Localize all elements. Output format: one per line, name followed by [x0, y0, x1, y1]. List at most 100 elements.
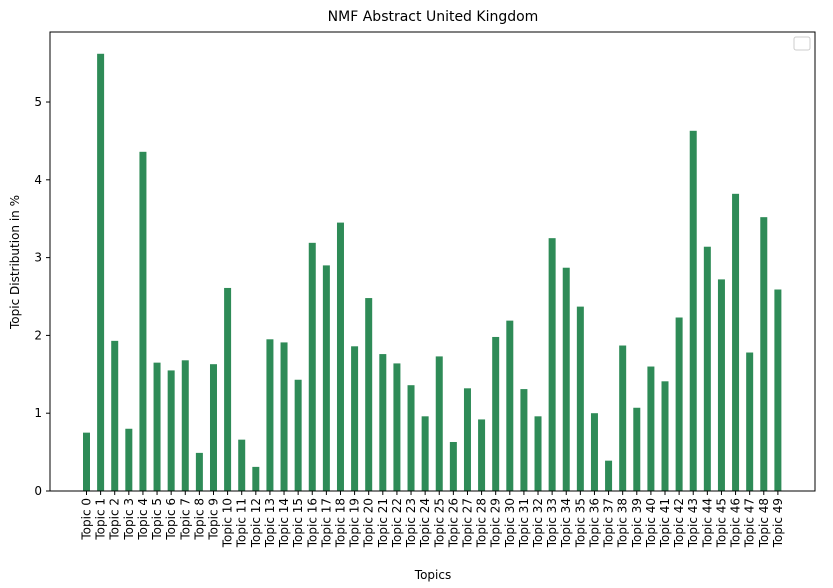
- axes-frame: [49, 31, 816, 492]
- y-tick-label: 2: [34, 328, 42, 342]
- x-tick-label: Topic 34: [559, 498, 573, 548]
- x-tick-label: Topic 46: [729, 498, 743, 548]
- x-tick-label: Topic 31: [517, 498, 531, 548]
- y-tick-label: 4: [34, 173, 42, 187]
- bar: [111, 340, 119, 491]
- x-tick-label: Topic 23: [404, 498, 418, 548]
- x-tick-label: Topic 43: [686, 498, 700, 548]
- bar: [83, 432, 90, 491]
- bar: [308, 242, 316, 491]
- bar: [534, 416, 542, 491]
- chart-title: NMF Abstract United Kingdom: [328, 9, 539, 25]
- x-tick-label: Topic 44: [700, 498, 714, 548]
- bar: [661, 381, 669, 491]
- x-tick-label: Topic 40: [644, 498, 658, 548]
- x-tick-label: Topic 17: [319, 498, 333, 548]
- x-tick-label: Topic 38: [616, 498, 630, 548]
- bar: [252, 466, 260, 491]
- bar: [351, 346, 359, 491]
- bar: [520, 389, 528, 491]
- bar: [703, 246, 711, 491]
- x-tick-label: Topic 36: [587, 498, 601, 548]
- bar: [280, 342, 288, 491]
- bar: [576, 306, 584, 491]
- bar: [492, 336, 500, 491]
- bar: [181, 360, 189, 491]
- y-tick-label: 3: [34, 251, 42, 265]
- bar: [393, 363, 401, 491]
- x-tick-label: Topic 18: [333, 498, 347, 548]
- bar: [562, 267, 570, 491]
- x-axis-label: Topics: [414, 568, 451, 582]
- bar: [732, 193, 740, 491]
- bar: [322, 265, 330, 491]
- bar: [760, 217, 768, 491]
- bar: [746, 352, 754, 491]
- x-tick-label: Topic 12: [249, 498, 263, 548]
- bar: [97, 53, 105, 491]
- bar: [421, 416, 429, 491]
- x-tick-label: Topic 26: [446, 498, 460, 548]
- bar: [139, 151, 147, 491]
- x-tick-label: Topic 28: [475, 498, 489, 548]
- x-tick-label: Topic 6: [164, 498, 178, 541]
- x-tick-label: Topic 49: [771, 498, 785, 548]
- x-tick-label: Topic 47: [743, 498, 757, 548]
- bar: [463, 388, 471, 491]
- bar: [449, 441, 457, 491]
- bar: [590, 413, 598, 491]
- x-tick-label: Topic 29: [489, 498, 503, 548]
- x-tick-label: Topic 27: [460, 498, 474, 548]
- bar: [294, 379, 302, 491]
- bar: [407, 385, 415, 491]
- x-tick-label: Topic 30: [503, 498, 517, 548]
- bar: [209, 364, 217, 491]
- x-tick-label: Topic 41: [658, 498, 672, 548]
- x-tick-label: Topic 19: [348, 498, 362, 548]
- bar: [717, 279, 725, 491]
- bar: [675, 317, 683, 491]
- bar: [336, 222, 344, 491]
- x-tick-label: Topic 5: [150, 498, 164, 541]
- x-tick-label: Topic 42: [672, 498, 686, 548]
- x-tick-label: Topic 13: [263, 498, 277, 548]
- x-tick-label: Topic 35: [573, 498, 587, 548]
- x-tick-label: Topic 7: [178, 498, 192, 541]
- bar: [689, 130, 697, 492]
- x-tick-label: Topic 20: [362, 498, 376, 548]
- bar: [125, 428, 133, 491]
- bar: [195, 452, 203, 491]
- x-tick-label: Topic 9: [206, 498, 220, 541]
- legend: [793, 36, 811, 51]
- bar: [266, 339, 274, 491]
- x-tick-label: Topic 39: [630, 498, 644, 548]
- x-tick-label: Topic 0: [80, 498, 94, 541]
- bar: [506, 320, 514, 491]
- x-tick-label: Topic 3: [122, 498, 136, 541]
- bar: [379, 354, 387, 491]
- x-tick-label: Topic 14: [277, 498, 291, 548]
- x-tick-label: Topic 11: [235, 498, 249, 548]
- x-tick-label: Topic 25: [432, 498, 446, 548]
- y-tick-label: 5: [34, 95, 42, 109]
- bar: [774, 289, 782, 491]
- x-tick-label: Topic 8: [192, 498, 206, 541]
- bar: [619, 345, 627, 491]
- bar: [435, 356, 443, 491]
- y-axis-label: Topic Distribution in %: [8, 195, 22, 330]
- x-tick-label: Topic 10: [221, 498, 235, 548]
- bar: [605, 460, 613, 491]
- bar: [224, 287, 232, 491]
- x-tick-label: Topic 1: [94, 498, 108, 541]
- bar: [167, 370, 175, 491]
- bar: [478, 419, 486, 491]
- x-tick-label: Topic 48: [757, 498, 771, 548]
- y-tick-label: 1: [34, 406, 42, 420]
- x-tick-label: Topic 16: [305, 498, 319, 548]
- x-tick-label: Topic 22: [390, 498, 404, 548]
- bar: [153, 362, 161, 491]
- bar: [633, 407, 641, 491]
- plot-area: [83, 53, 782, 492]
- x-tick-label: Topic 21: [376, 498, 390, 548]
